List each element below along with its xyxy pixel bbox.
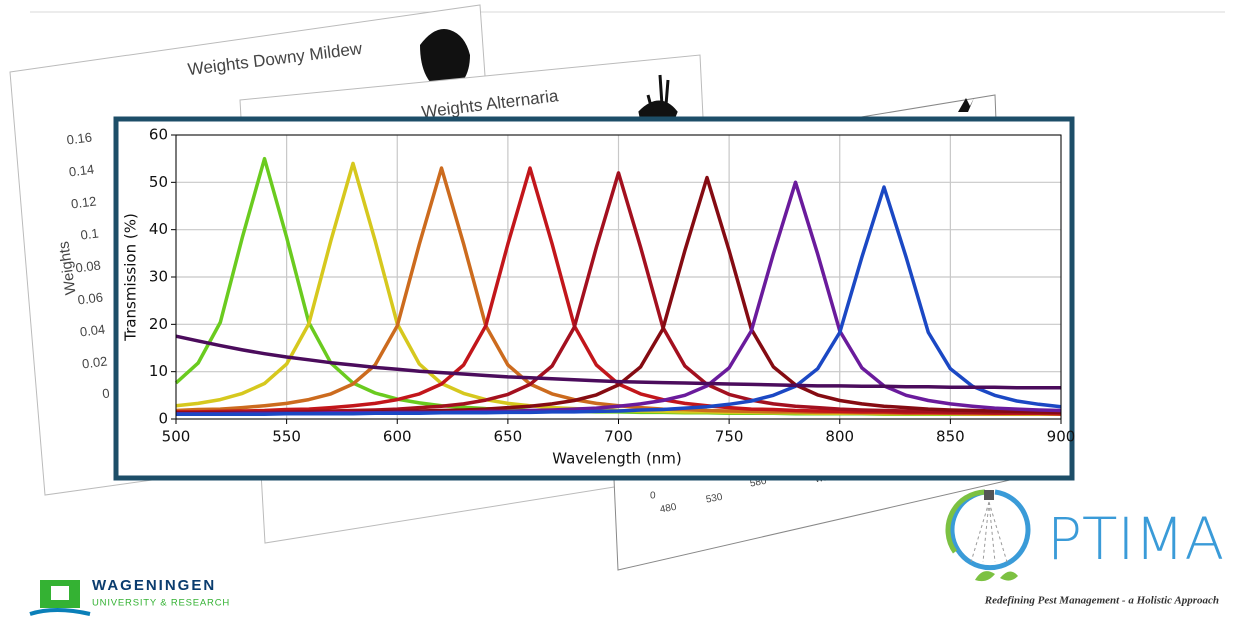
x-tick-label: 800 <box>825 428 854 446</box>
x-tick-label: 900 <box>1047 428 1076 446</box>
optima-logo: PTIMA Redefining Pest Management - a Hol… <box>948 490 1224 607</box>
x-tick-label: 850 <box>936 428 965 446</box>
wageningen-logo: WAGENINGEN UNIVERSITY & RESEARCH <box>30 577 230 614</box>
logo-wave <box>30 610 90 614</box>
y-tick-label: 0 <box>158 410 168 428</box>
y-tick-label: 60 <box>149 126 168 144</box>
card-tick: 0.02 <box>81 354 108 372</box>
y-tick-label: 40 <box>149 220 168 238</box>
y-tick-label: 20 <box>149 315 168 333</box>
card-x-tick: 0 <box>650 491 656 502</box>
y-tick-label: 30 <box>149 268 168 286</box>
card-tick: 0.1 <box>80 226 100 243</box>
logo-name: PTIMA <box>1047 505 1224 573</box>
logo-sub: UNIVERSITY & RESEARCH <box>92 598 230 609</box>
x-tick-label: 500 <box>162 428 191 446</box>
chart: Wavelength (nm) Transmission (%) 0 10 20 30… <box>122 126 1076 468</box>
card-tick: 0.06 <box>77 290 104 308</box>
x-tick-label: 550 <box>272 428 301 446</box>
spray <box>971 502 1007 562</box>
tagline: Redefining Pest Management - a Holistic … <box>984 595 1219 607</box>
leaves <box>975 571 1018 581</box>
card-tick: 0.04 <box>79 322 106 340</box>
logo-name: WAGENINGEN <box>92 577 216 594</box>
logo-mark <box>51 586 69 600</box>
x-tick-label: 700 <box>604 428 633 446</box>
x-axis-label: Wavelength (nm) <box>552 450 682 468</box>
x-tick-label: 750 <box>715 428 744 446</box>
y-axis-label: Transmission (%) <box>122 213 140 342</box>
nozzle <box>984 490 994 500</box>
card-tick: 0.16 <box>66 130 93 148</box>
y-tick-label: 50 <box>149 173 168 191</box>
card-tick: 0.08 <box>75 258 102 276</box>
card-tick: 0.14 <box>68 162 95 180</box>
card-tick: 0.12 <box>70 194 97 212</box>
y-tick-label: 10 <box>149 362 168 380</box>
x-tick-label: 650 <box>494 428 523 446</box>
slide: Weights Downy Mildew Weights 0.160.140.1… <box>0 0 1234 620</box>
logo-ring <box>952 492 1028 568</box>
x-tick-label: 600 <box>383 428 412 446</box>
